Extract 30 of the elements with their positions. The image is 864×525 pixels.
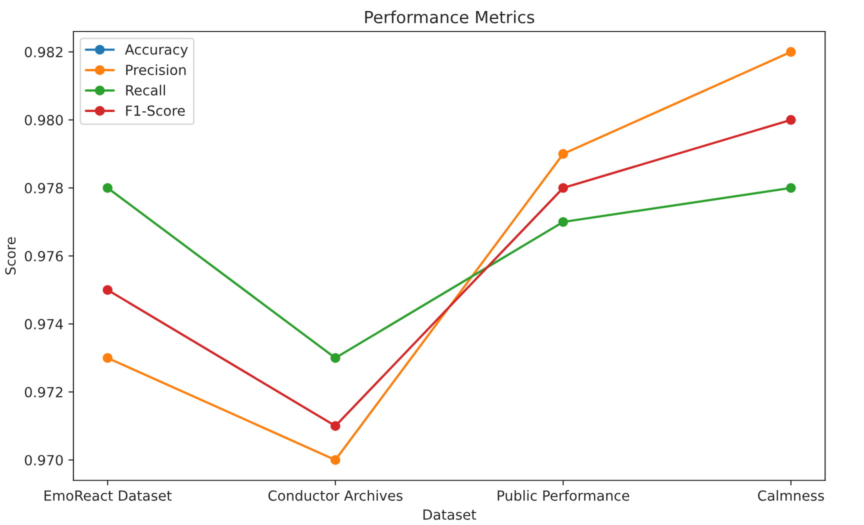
y-axis-title: Score: [5, 237, 16, 274]
point: [558, 217, 568, 227]
y-tick-label: 0.982: [24, 46, 62, 58]
point: [786, 183, 796, 193]
x-axis-title: Dataset: [423, 510, 476, 520]
y-tick-label: 0.970: [24, 454, 63, 466]
point: [786, 115, 796, 125]
y-tick-label: 0.974: [24, 318, 63, 330]
x-tick-label: Public Performance: [498, 490, 630, 501]
legend-label: Recall: [126, 84, 165, 96]
y-tick-label: 0.972: [24, 386, 62, 398]
point: [330, 353, 340, 363]
point: [558, 149, 568, 159]
point: [102, 353, 112, 363]
y-tick-label: 0.976: [24, 250, 63, 262]
point: [786, 47, 796, 57]
chart-title: Performance Metrics: [365, 10, 534, 24]
point: [330, 455, 340, 465]
y-tick-label: 0.980: [24, 114, 63, 126]
point: [558, 183, 568, 193]
legend-label: F1-Score: [126, 105, 185, 116]
point: [102, 285, 112, 295]
x-tick-label: Calmness: [758, 490, 824, 501]
x-tick-label: Conductor Archives: [268, 490, 402, 501]
y-tick-label: 0.978: [24, 182, 63, 194]
legend-label: Accuracy: [124, 44, 188, 58]
x-tick-label: EmoReact Dataset: [44, 490, 172, 501]
legend-label: Precision: [126, 64, 186, 76]
point: [102, 183, 112, 193]
point: [330, 421, 340, 431]
